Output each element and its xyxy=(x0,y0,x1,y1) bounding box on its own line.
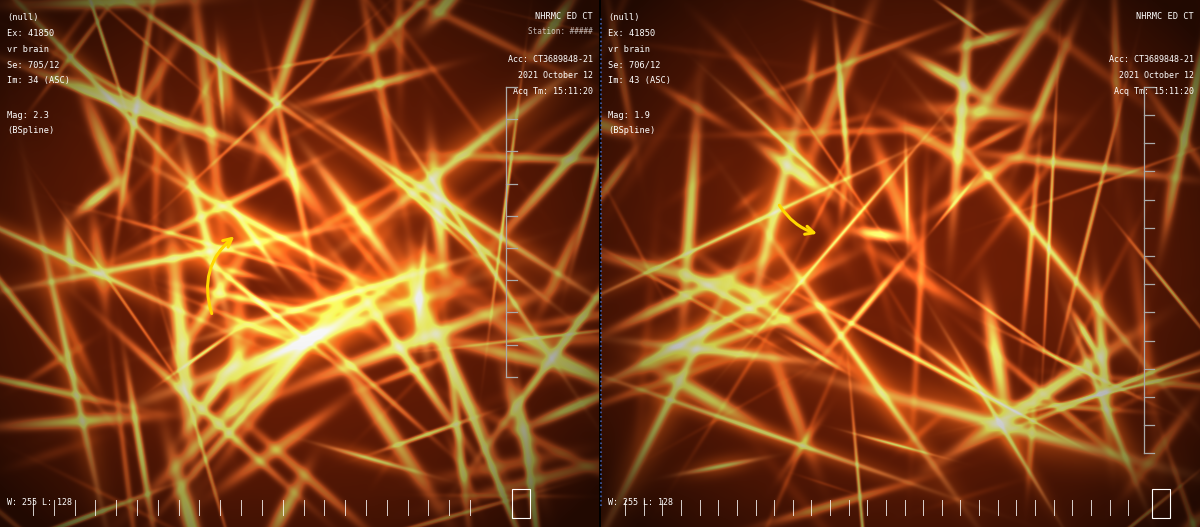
Text: Acq Tm: 15:11:20: Acq Tm: 15:11:20 xyxy=(1114,87,1194,96)
Text: NHRMC ED CT: NHRMC ED CT xyxy=(535,12,593,21)
Text: W: 255 L: 128: W: 255 L: 128 xyxy=(608,498,673,507)
Text: Mag: 1.9: Mag: 1.9 xyxy=(608,111,650,120)
Text: Acq Tm: 15:11:20: Acq Tm: 15:11:20 xyxy=(512,87,593,96)
Text: Ex: 41850: Ex: 41850 xyxy=(608,29,655,38)
Text: Ex: 41850: Ex: 41850 xyxy=(7,29,54,38)
Text: Se: 706/12: Se: 706/12 xyxy=(608,61,661,70)
Text: (BSpline): (BSpline) xyxy=(608,126,655,135)
Text: 2021 October 12: 2021 October 12 xyxy=(1120,71,1194,80)
Text: W: 255 L: 128: W: 255 L: 128 xyxy=(7,498,72,507)
Text: (BSpline): (BSpline) xyxy=(7,126,54,135)
Text: (null): (null) xyxy=(7,13,38,22)
Text: Station: #####: Station: ##### xyxy=(528,27,593,36)
Text: Mag: 2.3: Mag: 2.3 xyxy=(7,111,49,120)
Text: Acc: CT3689848-21: Acc: CT3689848-21 xyxy=(1109,55,1194,64)
Text: Im: 34 (ASC): Im: 34 (ASC) xyxy=(7,76,70,85)
Text: vr brain: vr brain xyxy=(608,45,650,54)
Text: 2021 October 12: 2021 October 12 xyxy=(518,71,593,80)
Text: NHRMC ED CT: NHRMC ED CT xyxy=(1136,12,1194,21)
Bar xyxy=(1152,489,1170,518)
Text: Im: 43 (ASC): Im: 43 (ASC) xyxy=(608,76,671,85)
Text: Se: 705/12: Se: 705/12 xyxy=(7,61,60,70)
Bar xyxy=(512,489,530,518)
Text: (null): (null) xyxy=(608,13,640,22)
Text: Acc: CT3689848-21: Acc: CT3689848-21 xyxy=(508,55,593,64)
Text: vr brain: vr brain xyxy=(7,45,49,54)
